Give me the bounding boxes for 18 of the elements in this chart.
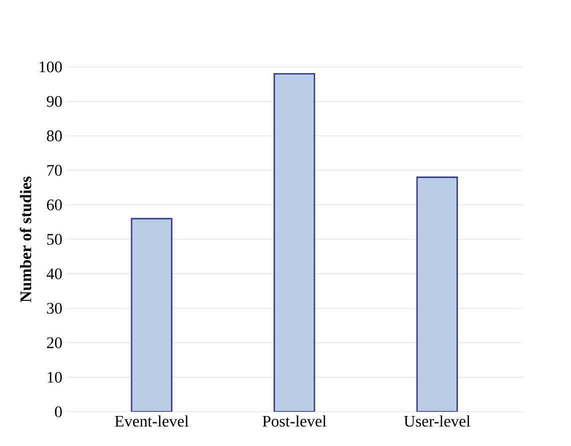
- x-tick-label: Post-level: [262, 415, 326, 427]
- x-tick-label: User-level: [404, 415, 470, 427]
- bar: [274, 73, 316, 412]
- y-tick-label: 80: [46, 130, 62, 142]
- y-tick-label: 70: [47, 164, 62, 176]
- bar: [416, 176, 458, 412]
- bar: [130, 218, 172, 412]
- x-tick-label: Event-level: [114, 415, 189, 427]
- y-tick-label: 20: [47, 337, 62, 348]
- y-axis-title: Number of studies: [20, 176, 32, 302]
- y-tick-label: 0: [54, 406, 62, 418]
- y-tick-label: 100: [40, 61, 62, 72]
- y-tick-label: 90: [46, 96, 62, 107]
- y-tick-label: 50: [47, 234, 62, 245]
- y-tick-label: 40: [46, 268, 62, 280]
- y-tick-label: 30: [47, 302, 62, 314]
- y-tick-label: 10: [48, 372, 62, 383]
- y-tick-label: 60: [46, 199, 62, 210]
